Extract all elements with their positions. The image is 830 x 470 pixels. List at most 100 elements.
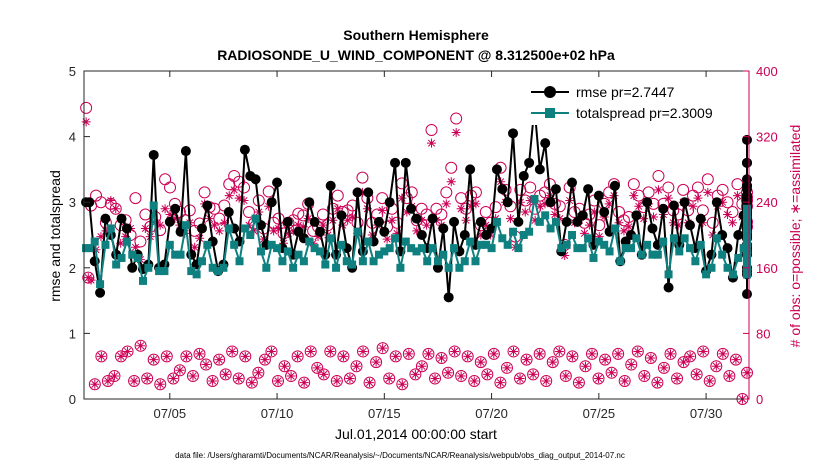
y-left-axis-label: rmse and totalspread <box>47 170 63 302</box>
obs-assimilated-marker <box>299 378 309 388</box>
obs-assimilated-marker <box>698 346 708 356</box>
rmse-point <box>658 203 669 214</box>
obs-assimilated-marker <box>140 223 150 233</box>
obs-possible-marker <box>238 181 251 194</box>
x-tick-label: 07/15 <box>368 406 401 421</box>
obs-assimilated-marker <box>560 251 570 260</box>
rmse-point <box>180 146 191 157</box>
spread-point <box>208 263 217 272</box>
spread-point <box>160 267 169 276</box>
obs-assimilated-marker <box>718 349 728 359</box>
obs-possible-marker <box>271 374 284 387</box>
obs-possible-marker <box>121 345 134 358</box>
spread-point <box>342 257 351 266</box>
spread-point <box>466 237 475 246</box>
obs-possible-marker <box>317 368 330 381</box>
obs-assimilated-marker <box>391 351 401 361</box>
obs-possible-marker <box>252 366 265 379</box>
rmse-point <box>647 223 658 234</box>
spread-point <box>743 270 751 279</box>
obs-assimilated-marker <box>528 369 538 379</box>
obs-assimilated-marker <box>663 193 673 203</box>
obs-possible-marker <box>627 178 640 191</box>
y-right-tick-label: 400 <box>756 64 778 79</box>
spread-point <box>428 244 437 253</box>
rmse-point <box>116 213 127 224</box>
y-right-axis-label: # of obs: o=possible; ∗=assimilated <box>787 125 803 348</box>
rmse-point <box>742 157 752 168</box>
obs-possible-marker <box>691 181 704 194</box>
obs-assimilated-marker <box>351 361 361 371</box>
spread-point <box>498 234 507 243</box>
rmse-point <box>186 249 197 260</box>
obs-assimilated-marker <box>505 214 515 224</box>
obs-assimilated-marker <box>456 371 466 381</box>
obs-assimilated-marker <box>358 346 368 356</box>
spread-point <box>743 253 751 262</box>
obs-assimilated-marker <box>653 185 663 195</box>
obs-assimilated-marker <box>451 128 461 137</box>
spread-point <box>562 240 571 249</box>
obs-assimilated-marker <box>417 361 427 371</box>
spread-point <box>455 263 464 272</box>
obs-assimilated-marker <box>530 215 540 225</box>
obs-assimilated-marker <box>208 376 218 386</box>
spread-point <box>584 234 593 243</box>
y-right-tick-label: 0 <box>756 392 763 407</box>
rmse-point <box>325 180 336 191</box>
obs-assimilated-marker <box>96 351 106 361</box>
obs-assimilated-marker <box>201 360 211 370</box>
obs-assimilated-marker <box>234 374 244 383</box>
obs-assimilated-marker <box>525 196 535 206</box>
spread-point <box>401 237 410 246</box>
obs-possible-marker <box>572 376 585 389</box>
obs-assimilated-marker <box>371 357 381 367</box>
x-tick-label: 07/05 <box>154 406 187 421</box>
obs-assimilated-marker <box>260 355 270 365</box>
rmse-point <box>416 230 427 240</box>
spread-point <box>621 244 630 253</box>
obs-assimilated-marker <box>130 242 140 252</box>
spread-point <box>605 247 614 256</box>
spread-point <box>734 253 743 262</box>
obs-assimilated-marker <box>688 201 698 211</box>
obs-assimilated-marker <box>116 238 126 248</box>
obs-assimilated-marker <box>378 343 388 353</box>
obs-assimilated-marker <box>136 341 146 351</box>
obs-possible-marker <box>507 345 520 358</box>
spread-point <box>728 270 737 279</box>
spread-point <box>696 240 705 249</box>
rmse-point <box>540 138 551 149</box>
obs-possible-marker <box>108 370 121 383</box>
rmse-point <box>508 128 519 139</box>
rmse-point <box>427 213 438 224</box>
spread-point <box>240 224 249 233</box>
obs-assimilated-marker <box>705 376 715 386</box>
obs-assimilated-marker <box>269 226 279 236</box>
obs-assimilated-marker <box>81 117 91 127</box>
rmse-point <box>239 144 250 155</box>
spread-point <box>85 244 94 253</box>
chart-subtitle: RADIOSONDE_U_WIND_COMPONENT @ 8.312500e+… <box>217 47 615 63</box>
obs-possible-marker <box>524 181 537 194</box>
obs-possible-marker <box>652 169 665 182</box>
obs-assimilated-marker <box>111 204 121 214</box>
spread-point <box>594 237 603 246</box>
rmse-point <box>561 216 572 227</box>
obs-assimilated-marker <box>234 193 244 203</box>
obs-assimilated-marker <box>522 355 532 365</box>
obs-assimilated-marker <box>266 346 276 356</box>
obs-assimilated-marker <box>620 376 630 386</box>
obs-possible-marker <box>109 202 122 215</box>
obs-assimilated-marker <box>692 369 702 379</box>
rmse-point <box>164 216 175 227</box>
obs-possible-marker <box>219 368 232 381</box>
obs-possible-marker <box>474 356 487 369</box>
obs-assimilated-marker <box>313 232 323 242</box>
obs-possible-marker <box>356 171 369 184</box>
obs-assimilated-marker <box>550 210 560 219</box>
rmse-point <box>309 216 320 227</box>
obs-assimilated-marker <box>280 361 290 371</box>
spread-point <box>589 253 598 262</box>
